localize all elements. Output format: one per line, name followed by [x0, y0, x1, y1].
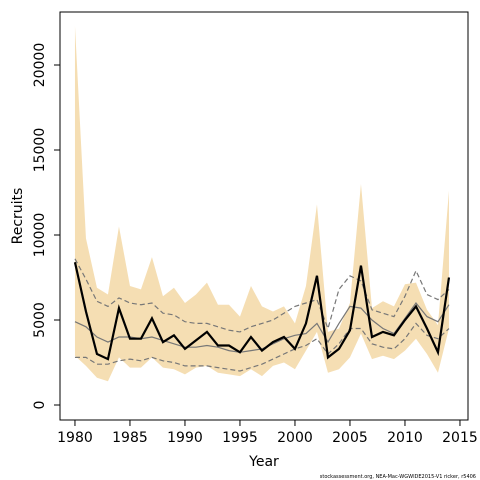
y-tick-label: 5000	[32, 302, 48, 338]
x-tick-label: 1995	[222, 430, 258, 446]
x-tick-label: 2010	[387, 430, 423, 446]
x-tick-label: 2015	[442, 430, 478, 446]
confidence-band	[74, 25, 449, 382]
y-tick-label: 20000	[32, 43, 48, 88]
x-tick-label: 2005	[332, 430, 368, 446]
x-axis-label: Year	[248, 454, 279, 470]
y-axis-label: Recruits	[10, 188, 26, 245]
series-line	[74, 258, 450, 333]
y-tick-label: 0	[32, 401, 48, 410]
x-tick-label: 1990	[167, 430, 203, 446]
y-tick-label: 10000	[32, 213, 48, 258]
series-line	[73, 261, 451, 361]
x-tick-label: 1980	[57, 430, 93, 446]
y-tick-label: 15000	[32, 128, 48, 173]
x-tick-label: 1985	[112, 430, 148, 446]
footnote: stockassessment.org, NEA-Mac-WGWIDE2015-…	[320, 474, 476, 480]
series-line	[74, 322, 450, 372]
x-tick-label: 2000	[277, 430, 313, 446]
plot-frame	[59, 11, 469, 421]
